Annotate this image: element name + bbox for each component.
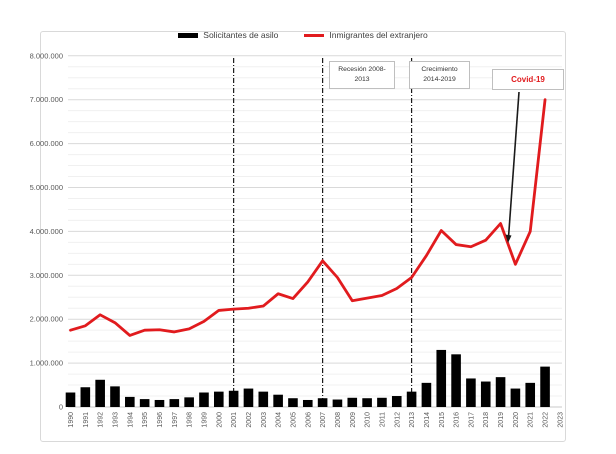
bar-2022 (540, 366, 550, 407)
bar-2017 (466, 378, 476, 407)
x-tick-label: 2005 (290, 412, 297, 428)
x-tick-label: 2001 (231, 412, 238, 428)
x-tick-label: 2013 (409, 412, 416, 428)
x-tick-label: 2020 (513, 412, 520, 428)
line-series-swatch-icon (304, 33, 325, 37)
x-tick-label: 1994 (127, 412, 134, 428)
legend-item-asylum: Solicitantes de asilo (178, 30, 278, 40)
bar-1990 (65, 392, 76, 407)
bar-2002 (243, 388, 254, 407)
annotation-covid: Covid-19 (492, 69, 564, 90)
bar-1995 (139, 399, 150, 407)
bar-1994 (125, 396, 135, 407)
legend-item-immigrants: Inmigrantes del extranjero (304, 30, 428, 40)
x-tick-label: 2022 (543, 412, 550, 428)
annotation-recession-line1: Recesión 2008- (338, 66, 386, 74)
x-tick-label: 2002 (246, 412, 253, 428)
x-tick-label: 1999 (201, 412, 208, 428)
x-tick-label: 1996 (157, 412, 164, 428)
bar-2019 (495, 377, 506, 407)
x-tick-label: 2006 (305, 412, 312, 428)
annotation-growth: Crecimiento 2014-2019 (409, 61, 470, 89)
x-tick-label: 2012 (394, 412, 401, 428)
x-axis-labels: 1990 1991 1992 1993 1994 1995 1996 1997 1998 1999… (68, 412, 564, 428)
y-tick-label: 3.000.000 (30, 271, 63, 280)
x-tick-label: 1990 (68, 412, 75, 428)
y-tick-label: 0 (59, 403, 63, 412)
bar-2001 (228, 390, 239, 407)
y-tick-label: 7.000.000 (30, 95, 63, 104)
bar-1996 (154, 399, 165, 407)
legend: Solicitantes de asilo Inmigrantes del ex… (40, 30, 566, 40)
bar-1997 (169, 399, 180, 407)
x-tick-label: 2007 (320, 412, 327, 428)
x-tick-label: 2008 (335, 412, 342, 428)
x-tick-label: 1995 (142, 412, 149, 428)
gridlines (68, 55, 562, 408)
x-tick-label: 2003 (261, 412, 268, 428)
bar-2007 (317, 398, 328, 407)
bar-series-swatch-icon (178, 32, 199, 38)
legend-label-asylum: Solicitantes de asilo (203, 30, 279, 40)
x-tick-label: 2015 (439, 412, 446, 428)
x-tick-label: 1992 (98, 412, 105, 428)
bar-2011 (377, 397, 387, 407)
bar-2018 (480, 381, 491, 407)
bar-2008 (332, 399, 343, 407)
x-tick-label: 2023 (557, 412, 564, 428)
bar-1999 (199, 392, 209, 407)
y-tick-label: 4.000.000 (30, 227, 63, 236)
x-tick-label: 2004 (276, 412, 283, 428)
x-tick-label: 1998 (187, 412, 194, 428)
bar-2012 (391, 396, 402, 407)
bar-2020 (510, 388, 521, 407)
annotation-recession: Recesión 2008- 2013 (329, 61, 395, 89)
x-tick-label: 2009 (350, 412, 357, 428)
x-tick-label: 2021 (528, 412, 535, 428)
bar-2015 (436, 349, 447, 407)
bars-series (65, 349, 550, 407)
x-tick-label: 2019 (498, 412, 505, 428)
x-tick-label: 1991 (83, 412, 90, 428)
line-series (69, 98, 547, 337)
legend-label-immigrants: Inmigrantes del extranjero (329, 30, 428, 40)
bar-2003 (258, 391, 269, 407)
y-tick-label: 1.000.000 (30, 359, 63, 368)
x-tick-label: 1993 (112, 412, 119, 428)
y-tick-label: 6.000.000 (30, 139, 63, 148)
bar-2016 (451, 354, 461, 407)
bar-1992 (95, 379, 105, 407)
y-axis-labels: 0 1.000.000 2.000.000 3.000.000 4.000.000 5.0… (30, 51, 63, 411)
x-tick-label: 2016 (454, 412, 461, 428)
bar-1993 (110, 386, 120, 407)
bar-2010 (362, 398, 372, 407)
bar-2013 (406, 391, 417, 407)
x-tick-label: 2017 (468, 412, 475, 428)
annotation-growth-line1: Crecimiento (421, 66, 458, 74)
y-tick-label: 5.000.000 (30, 183, 63, 192)
bar-2005 (288, 398, 298, 407)
x-tick-label: 2018 (483, 412, 490, 428)
bar-1998 (184, 397, 194, 407)
x-tick-label: 1997 (172, 412, 179, 428)
bar-2009 (347, 397, 358, 407)
x-tick-label: 2010 (365, 412, 372, 428)
bar-1991 (80, 387, 91, 407)
bar-2014 (421, 382, 432, 407)
covid-arrow (505, 91, 520, 243)
annotation-recession-line2: 2013 (354, 76, 370, 83)
x-tick-label: 2011 (379, 412, 386, 427)
bar-2000 (214, 391, 224, 407)
bar-2004 (273, 394, 283, 407)
y-tick-label: 2.000.000 (30, 315, 63, 324)
bar-2006 (302, 399, 313, 407)
x-tick-label: 2000 (216, 412, 223, 428)
y-tick-label: 8.000.000 (30, 51, 63, 60)
annotation-growth-line2: 2014-2019 (423, 76, 456, 83)
annotation-covid-label: Covid-19 (511, 74, 545, 84)
bar-2021 (525, 382, 536, 407)
x-tick-label: 2014 (424, 412, 431, 428)
